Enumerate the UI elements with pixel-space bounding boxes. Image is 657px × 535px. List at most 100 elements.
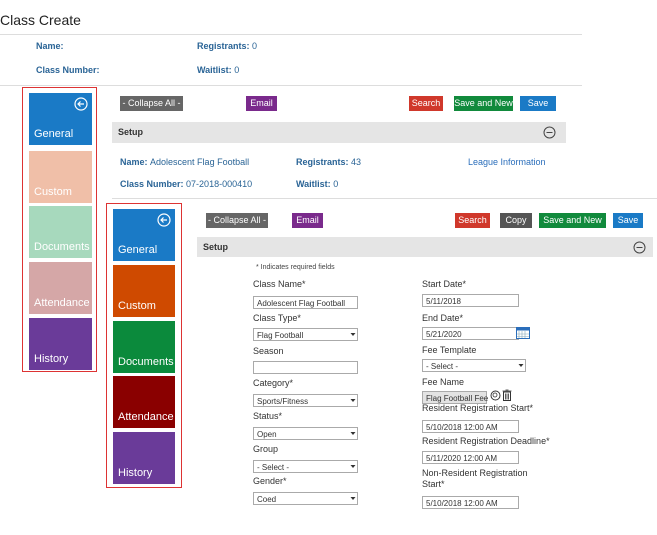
input[interactable]: 5/10/2018 12:00 AM — [422, 496, 519, 509]
nav-label: Documents — [34, 241, 90, 253]
nav-highlight — [106, 203, 182, 488]
field-label: Status* — [253, 411, 283, 421]
field-label: Group — [253, 444, 279, 454]
back-icon — [74, 97, 88, 111]
dropdown-arrow — [350, 432, 356, 435]
detail-name: Name: Adolescent Flag Football — [120, 157, 249, 167]
input[interactable]: 5/11/2020 12:00 AM — [422, 451, 519, 464]
label: Waitlist: — [296, 179, 331, 189]
nav-label: Custom — [118, 300, 156, 312]
field-label: Class Name* — [253, 279, 306, 289]
nav-tile[interactable]: General — [29, 93, 92, 145]
field-label: Non-Resident Registration Start* — [422, 468, 528, 489]
class-number-label: Class Number: — [36, 65, 100, 75]
detail-registrants: Registrants: 43 — [296, 157, 361, 167]
waitlist: Waitlist: 0 — [197, 65, 239, 75]
input[interactable] — [253, 361, 358, 374]
select[interactable]: - Select - — [422, 359, 526, 372]
calendar-icon[interactable] — [516, 326, 530, 339]
nav-label: Documents — [118, 356, 174, 368]
search-icon[interactable] — [490, 390, 501, 401]
value: 0 — [252, 41, 258, 51]
league-link[interactable]: League Information — [468, 157, 546, 167]
value: 0 — [333, 179, 339, 189]
button[interactable]: Save — [613, 213, 643, 228]
field-label: Resident Registration Deadline* — [422, 436, 550, 446]
nav-tile[interactable]: Custom — [29, 151, 92, 203]
button[interactable]: Copy — [500, 213, 532, 228]
collapse-icon[interactable] — [543, 126, 556, 139]
dropdown-arrow — [350, 333, 356, 336]
nav-tile[interactable]: History — [29, 318, 92, 370]
nav-label: Custom — [34, 186, 72, 198]
button[interactable]: Email — [246, 96, 277, 111]
nav-tile[interactable]: Attendance — [113, 376, 175, 428]
select[interactable]: Flag Football — [253, 328, 358, 341]
nav-label: Attendance — [118, 411, 174, 423]
field-label: Fee Name — [422, 377, 465, 387]
nav-tile[interactable]: Documents — [113, 321, 175, 373]
section-bar: Setup — [112, 122, 566, 143]
field-label: Category* — [253, 378, 294, 388]
collapse-icon[interactable] — [633, 241, 646, 254]
label: Class Number: — [120, 179, 184, 189]
nav-tile[interactable]: General — [113, 209, 175, 261]
button[interactable]: Save — [520, 96, 556, 111]
label: Registrants: — [197, 41, 250, 51]
select[interactable]: Sports/Fitness — [253, 394, 358, 407]
dropdown-arrow — [350, 497, 356, 500]
select[interactable]: Open — [253, 427, 358, 440]
dropdown-arrow — [350, 465, 356, 468]
nav-tile[interactable]: Custom — [113, 265, 175, 317]
name-label: Name: — [36, 41, 64, 51]
field-label: Resident Registration Start* — [422, 403, 534, 413]
nav-label: History — [118, 467, 153, 479]
back-icon — [157, 213, 171, 227]
required-note: * Indicates required fields — [256, 264, 335, 271]
field-label: Gender* — [253, 476, 287, 486]
nav-tile[interactable]: History — [113, 432, 175, 484]
field-label: Season — [253, 346, 284, 356]
detail-class-number: Class Number: 07-2018-000410 — [120, 179, 252, 189]
input[interactable]: 5/11/2018 — [422, 294, 519, 307]
button[interactable]: - Collapse All - — [206, 213, 268, 228]
input[interactable]: Flag Football Fee — [422, 391, 488, 404]
button[interactable]: Email — [292, 213, 323, 228]
field-label: Fee Template — [422, 345, 477, 355]
button[interactable]: Save and New — [454, 96, 513, 111]
dropdown-arrow — [518, 364, 524, 367]
page-title: Class Create — [0, 12, 81, 28]
button[interactable]: - Collapse All - — [120, 96, 183, 111]
nav-label: Attendance — [34, 297, 90, 309]
button[interactable]: Save and New — [539, 213, 606, 228]
label: Registrants: — [296, 157, 349, 167]
nav-tile[interactable]: Documents — [29, 206, 92, 258]
select[interactable]: - Select - — [253, 460, 358, 473]
detail-panel — [112, 147, 657, 207]
divider — [0, 85, 582, 86]
button[interactable]: Search — [455, 213, 490, 228]
delete-icon[interactable] — [502, 389, 512, 401]
select[interactable]: Coed — [253, 492, 358, 505]
field-label: Start Date* — [422, 279, 467, 289]
value: 07-2018-000410 — [186, 179, 253, 189]
divider — [112, 198, 657, 199]
value: 43 — [351, 157, 362, 167]
section-bar: Setup — [197, 237, 653, 257]
input[interactable]: 5/21/2020 — [422, 327, 519, 340]
section-title: Setup — [203, 242, 229, 252]
input[interactable]: Adolescent Flag Football — [253, 296, 358, 309]
value: Adolescent Flag Football — [150, 157, 250, 167]
nav-tile[interactable]: Attendance — [29, 262, 92, 314]
button[interactable]: Search — [409, 96, 443, 111]
input[interactable]: 5/10/2018 12:00 AM — [422, 420, 519, 433]
dropdown-arrow — [350, 399, 356, 402]
detail-waitlist: Waitlist: 0 — [296, 179, 338, 189]
section-title: Setup — [118, 127, 144, 137]
nav-label: General — [118, 244, 158, 256]
field-label: Class Type* — [253, 313, 301, 323]
divider — [0, 34, 582, 35]
label: Waitlist: — [197, 65, 232, 75]
nav-label: General — [34, 128, 74, 140]
